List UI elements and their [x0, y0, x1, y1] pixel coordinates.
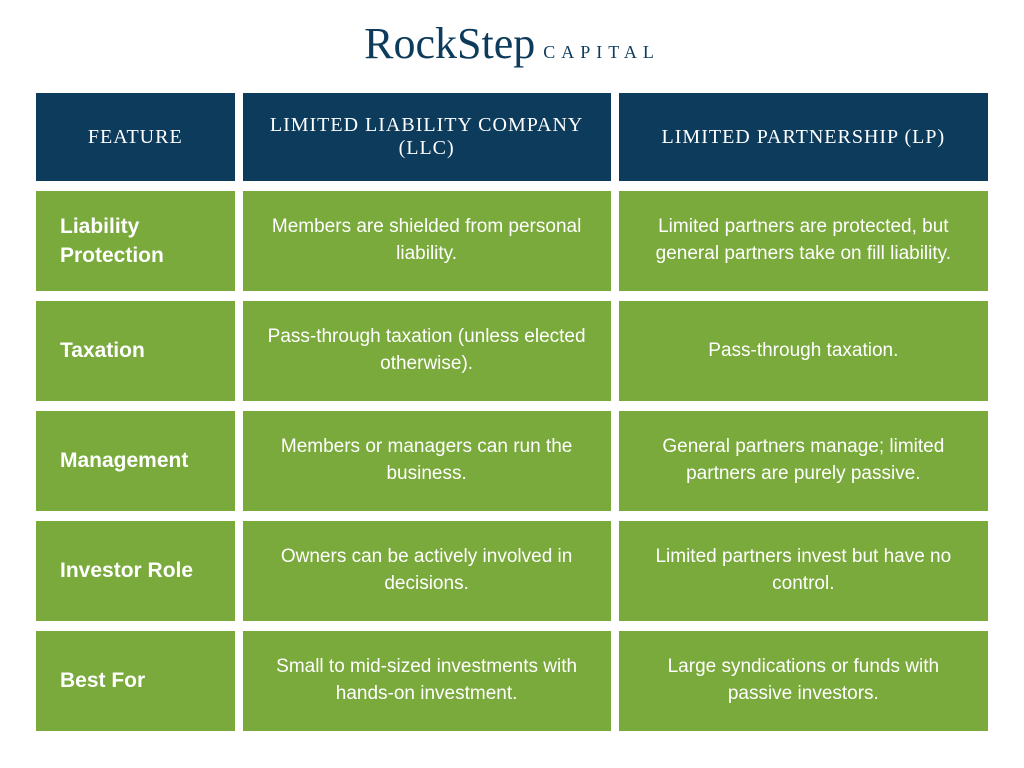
table-row: Best For Small to mid-sized investments …: [36, 631, 988, 731]
table-row: Taxation Pass-through taxation (unless e…: [36, 301, 988, 401]
col-header-llc: LIMITED LIABILITY COMPANY (LLC): [243, 93, 611, 181]
col-header-feature: FEATURE: [36, 93, 235, 181]
comparison-table: FEATURE LIMITED LIABILITY COMPANY (LLC) …: [28, 83, 996, 741]
feature-label: Management: [36, 411, 235, 511]
llc-cell: Members or managers can run the business…: [243, 411, 611, 511]
table-header-row: FEATURE LIMITED LIABILITY COMPANY (LLC) …: [36, 93, 988, 181]
llc-cell: Pass-through taxation (unless elected ot…: [243, 301, 611, 401]
lp-cell: Limited partners invest but have no cont…: [619, 521, 988, 621]
brand-logo: RockStep CAPITAL: [28, 18, 996, 69]
feature-label: Liability Protection: [36, 191, 235, 291]
lp-cell: Pass-through taxation.: [619, 301, 988, 401]
lp-cell: General partners manage; limited partner…: [619, 411, 988, 511]
feature-label: Investor Role: [36, 521, 235, 621]
logo-main-text: RockStep: [364, 19, 535, 68]
feature-label: Best For: [36, 631, 235, 731]
table-row: Management Members or managers can run t…: [36, 411, 988, 511]
llc-cell: Small to mid-sized investments with hand…: [243, 631, 611, 731]
llc-cell: Owners can be actively involved in decis…: [243, 521, 611, 621]
table-row: Liability Protection Members are shielde…: [36, 191, 988, 291]
llc-cell: Members are shielded from personal liabi…: [243, 191, 611, 291]
col-header-lp: LIMITED PARTNERSHIP (LP): [619, 93, 988, 181]
logo-sub-text: CAPITAL: [543, 42, 660, 62]
lp-cell: Limited partners are protected, but gene…: [619, 191, 988, 291]
table-row: Investor Role Owners can be actively inv…: [36, 521, 988, 621]
lp-cell: Large syndications or funds with passive…: [619, 631, 988, 731]
feature-label: Taxation: [36, 301, 235, 401]
